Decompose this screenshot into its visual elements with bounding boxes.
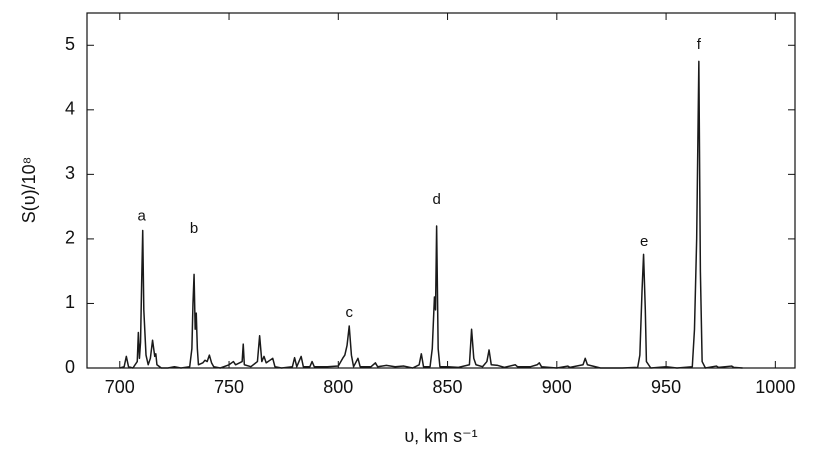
spectrum-line — [119, 60, 743, 369]
peak-annotation: b — [190, 220, 198, 237]
y-axis-label: S(υ)/10⁸ — [19, 157, 39, 223]
y-tick-label: 3 — [65, 163, 75, 183]
y-tick-label: 2 — [65, 228, 75, 248]
peak-annotation: f — [697, 36, 702, 53]
plot-frame — [86, 12, 796, 369]
x-tick-label: 700 — [105, 377, 135, 397]
y-tick-label: 1 — [65, 292, 75, 312]
y-tick-label: 4 — [65, 99, 75, 119]
x-tick-label: 800 — [323, 377, 353, 397]
peak-annotation: c — [345, 304, 353, 321]
x-tick-label: 950 — [651, 377, 681, 397]
y-tick-label: 5 — [65, 34, 75, 54]
x-tick-label: 850 — [433, 377, 463, 397]
x-tick-label: 1000 — [755, 377, 795, 397]
x-tick-label: 750 — [214, 377, 244, 397]
peak-annotation: a — [137, 207, 146, 224]
x-tick-label: 900 — [542, 377, 572, 397]
x-axis-label: υ, km s⁻¹ — [404, 426, 477, 446]
y-tick-label: 0 — [65, 357, 75, 377]
peak-annotation: d — [432, 191, 440, 208]
peak-annotation: e — [640, 233, 648, 250]
